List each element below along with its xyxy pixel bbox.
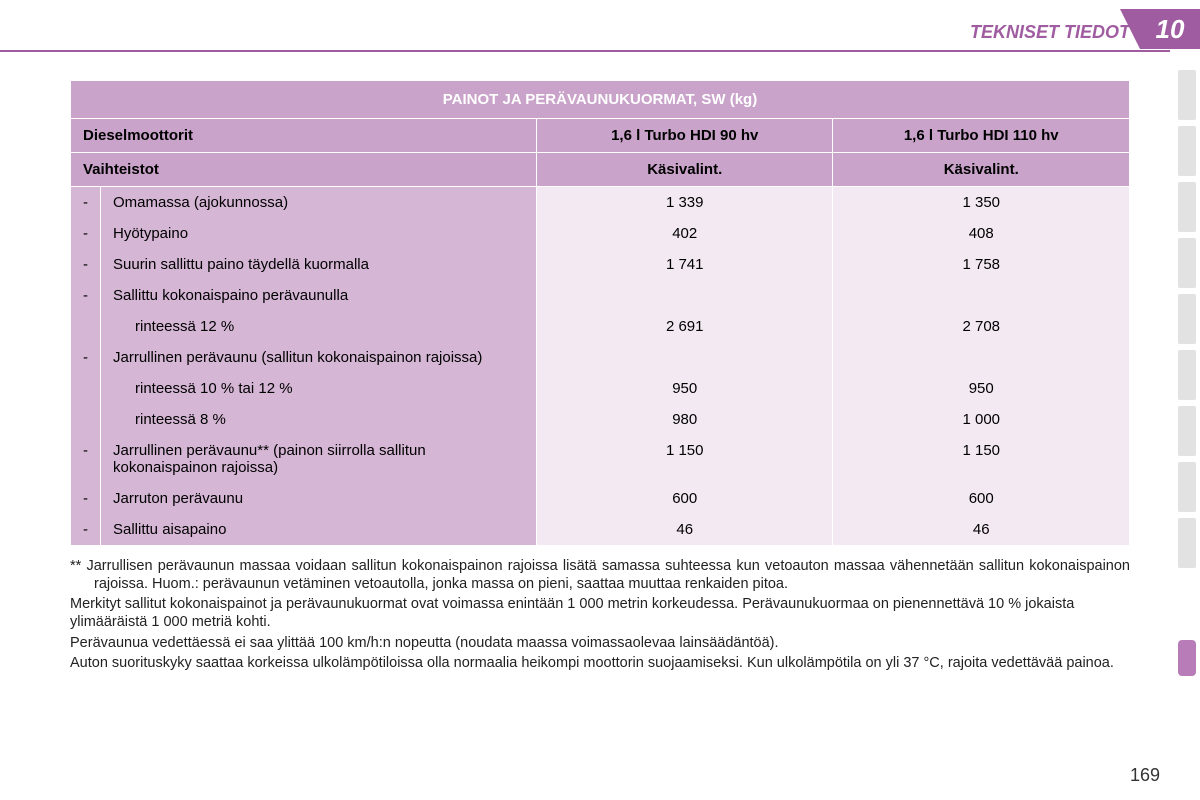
row-value-1 [536, 342, 833, 373]
row-value-2: 1 350 [833, 187, 1130, 219]
row-value-1: 2 691 [536, 311, 833, 342]
row-bullet: - [71, 280, 101, 311]
row-value-2: 2 708 [833, 311, 1130, 342]
thumb-tab [1178, 350, 1196, 400]
row-value-2 [833, 342, 1130, 373]
table-row: -Jarrullinen perävaunu (sallitun kokonai… [71, 342, 1130, 373]
thumb-tab [1178, 518, 1196, 568]
col-2: 1,6 l Turbo HDI 110 hv [833, 119, 1130, 153]
header-underline [0, 50, 1170, 52]
row-label: rinteessä 10 % tai 12 % [101, 373, 537, 404]
table-row: rinteessä 8 %9801 000 [71, 404, 1130, 435]
footnote: Merkityt sallitut kokonaispainot ja perä… [70, 595, 1130, 631]
table-row: rinteessä 10 % tai 12 %950950 [71, 373, 1130, 404]
table-row: -Jarrullinen perävaunu** (painon siirrol… [71, 435, 1130, 483]
row-label: Jarrullinen perävaunu (sallitun kokonais… [101, 342, 537, 373]
row-bullet [71, 373, 101, 404]
row-value-1: 950 [536, 373, 833, 404]
row-value-1 [536, 280, 833, 311]
row-bullet [71, 311, 101, 342]
sub-col-1: Käsivalint. [536, 153, 833, 187]
table-row: -Sallittu aisapaino4646 [71, 514, 1130, 545]
row-value-2 [833, 280, 1130, 311]
table-row: -Hyötypaino402408 [71, 218, 1130, 249]
section-title: TEKNISET TIEDOT [970, 22, 1130, 43]
weights-table: PAINOT JA PERÄVAUNUKUORMAT, SW (kg) Dies… [70, 80, 1130, 545]
row-label: Hyötypaino [101, 218, 537, 249]
table-header-row: Dieselmoottorit 1,6 l Turbo HDI 90 hv 1,… [71, 119, 1130, 153]
row-label: Sallittu kokonaispaino perävaunulla [101, 280, 537, 311]
thumb-tab-active [1178, 640, 1196, 676]
table-title-row: PAINOT JA PERÄVAUNUKUORMAT, SW (kg) [71, 81, 1130, 119]
page-header: TEKNISET TIEDOT 10 [970, 18, 1200, 46]
row-label: rinteessä 12 % [101, 311, 537, 342]
row-label: rinteessä 8 % [101, 404, 537, 435]
row-value-2: 1 758 [833, 249, 1130, 280]
row-value-2: 600 [833, 483, 1130, 514]
row-bullet: - [71, 342, 101, 373]
table-subheader-row: Vaihteistot Käsivalint. Käsivalint. [71, 153, 1130, 187]
row-bullet: - [71, 218, 101, 249]
footnotes: ** Jarrullisen perävaunun massaa voidaan… [70, 557, 1130, 672]
table-row: -Sallittu kokonaispaino perävaunulla [71, 280, 1130, 311]
row-label: Jarrullinen perävaunu** (painon siirroll… [101, 435, 537, 483]
row-bullet [71, 404, 101, 435]
thumb-tab [1178, 462, 1196, 512]
row-value-2: 1 150 [833, 435, 1130, 483]
thumb-tab [1178, 182, 1196, 232]
row-value-1: 402 [536, 218, 833, 249]
row-label: Sallittu aisapaino [101, 514, 537, 545]
thumb-tab [1178, 406, 1196, 456]
row-value-2: 1 000 [833, 404, 1130, 435]
row-bullet: - [71, 435, 101, 483]
thumb-index [1178, 70, 1196, 568]
row-label: Omamassa (ajokunnossa) [101, 187, 537, 219]
row-value-1: 1 339 [536, 187, 833, 219]
row-value-1: 980 [536, 404, 833, 435]
row-label: Suurin sallittu paino täydellä kuormalla [101, 249, 537, 280]
col-1: 1,6 l Turbo HDI 90 hv [536, 119, 833, 153]
row-value-2: 408 [833, 218, 1130, 249]
chapter-number: 10 [1156, 14, 1185, 45]
thumb-tab [1178, 70, 1196, 120]
sub-col-2: Käsivalint. [833, 153, 1130, 187]
table-row: -Omamassa (ajokunnossa)1 3391 350 [71, 187, 1130, 219]
chapter-tab: 10 [1140, 9, 1200, 49]
page-number: 169 [1130, 765, 1160, 786]
thumb-tab [1178, 126, 1196, 176]
table-title: PAINOT JA PERÄVAUNUKUORMAT, SW (kg) [71, 81, 1130, 119]
footnote: ** Jarrullisen perävaunun massaa voidaan… [70, 557, 1130, 593]
footnote: Perävaunua vedettäessä ei saa ylittää 10… [70, 634, 1130, 652]
row-label: Jarruton perävaunu [101, 483, 537, 514]
col-label: Dieselmoottorit [71, 119, 537, 153]
sub-label: Vaihteistot [71, 153, 537, 187]
thumb-tab [1178, 238, 1196, 288]
row-bullet: - [71, 249, 101, 280]
thumb-tab [1178, 294, 1196, 344]
page-content: PAINOT JA PERÄVAUNUKUORMAT, SW (kg) Dies… [70, 80, 1130, 674]
table-row: -Suurin sallittu paino täydellä kuormall… [71, 249, 1130, 280]
row-value-1: 1 741 [536, 249, 833, 280]
row-bullet: - [71, 483, 101, 514]
row-value-2: 950 [833, 373, 1130, 404]
table-row: rinteessä 12 %2 6912 708 [71, 311, 1130, 342]
row-value-1: 1 150 [536, 435, 833, 483]
row-bullet: - [71, 514, 101, 545]
table-row: -Jarruton perävaunu600600 [71, 483, 1130, 514]
row-value-2: 46 [833, 514, 1130, 545]
row-bullet: - [71, 187, 101, 219]
row-value-1: 46 [536, 514, 833, 545]
row-value-1: 600 [536, 483, 833, 514]
footnote: Auton suorituskyky saattaa korkeissa ulk… [70, 654, 1130, 672]
